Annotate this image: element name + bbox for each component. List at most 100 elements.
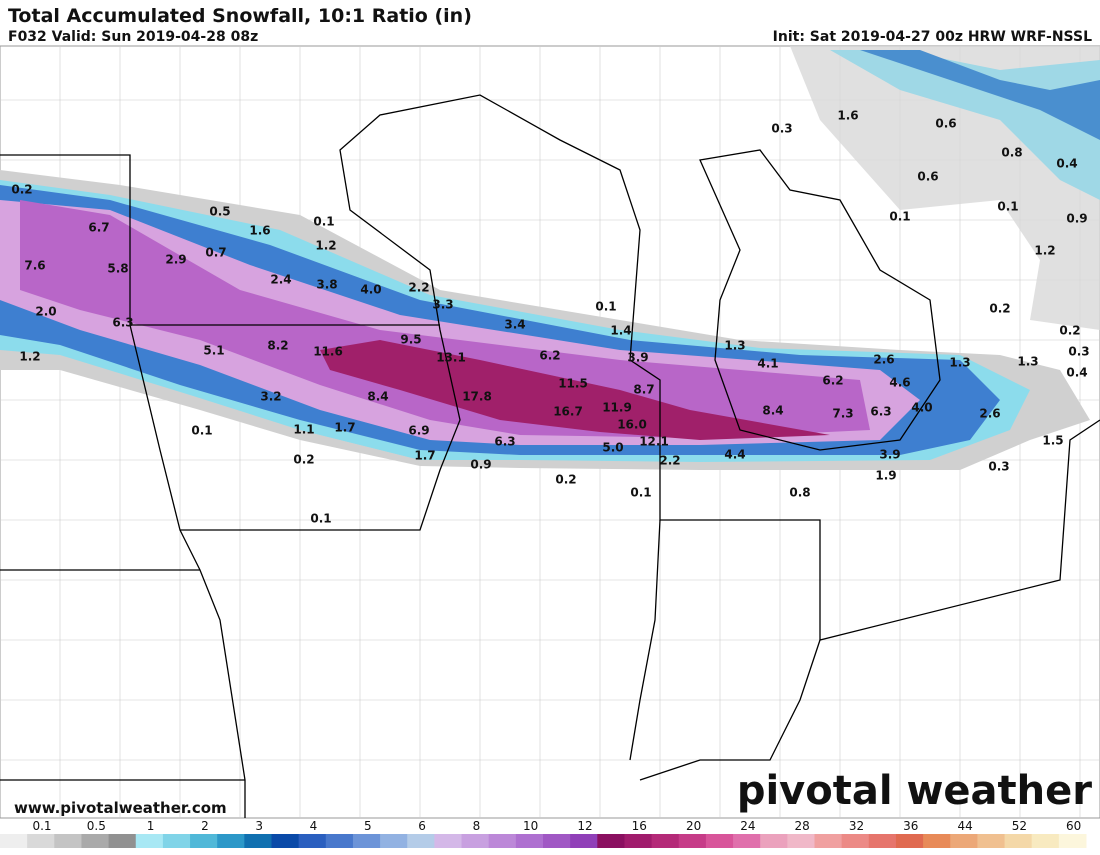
legend-swatch xyxy=(678,834,707,848)
legend-label: 60 xyxy=(1066,819,1081,833)
snowfall-label: 6.7 xyxy=(88,221,109,235)
legend-label: 20 xyxy=(686,819,701,833)
legend-swatch xyxy=(814,834,843,848)
legend-swatch xyxy=(298,834,327,848)
legend-swatch xyxy=(0,834,28,848)
legend-swatch xyxy=(515,834,544,848)
snowfall-label: 2.9 xyxy=(165,253,186,267)
snowfall-label: 6.2 xyxy=(539,349,560,363)
legend-swatch xyxy=(81,834,110,848)
snowfall-label: 0.2 xyxy=(555,473,576,487)
snowfall-label: 6.3 xyxy=(494,435,515,449)
snowfall-label: 5.0 xyxy=(602,441,623,455)
snowfall-label: 7.6 xyxy=(24,259,45,273)
snowfall-label: 0.5 xyxy=(209,205,230,219)
snowfall-label: 6.9 xyxy=(408,424,429,438)
legend-label: 6 xyxy=(418,819,426,833)
snowfall-label: 2.0 xyxy=(35,305,56,319)
legend-swatch xyxy=(787,834,815,848)
legend-swatch xyxy=(543,834,571,848)
snowfall-label: 0.8 xyxy=(1001,146,1022,160)
snowfall-label: 6.2 xyxy=(822,374,843,388)
snowfall-label: 12.1 xyxy=(639,435,669,449)
legend-swatch xyxy=(271,834,300,848)
legend-swatch xyxy=(1058,834,1087,848)
snowfall-label: 1.2 xyxy=(19,350,40,364)
legend-swatch xyxy=(325,834,354,848)
init-time: Init: Sat 2019-04-27 00z HRW WRF-NSSL xyxy=(773,29,1092,45)
legend-swatch xyxy=(841,834,870,848)
legend-swatch xyxy=(461,834,490,848)
snowfall-label: 1.3 xyxy=(724,339,745,353)
snowfall-label: 6.3 xyxy=(112,316,133,330)
snowfall-label: 0.6 xyxy=(935,117,956,131)
snowfall-label: 4.0 xyxy=(911,401,932,415)
legend-label: 1 xyxy=(147,819,155,833)
watermark-url: www.pivotalweather.com xyxy=(14,799,227,817)
snowfall-label: 0.1 xyxy=(889,210,910,224)
legend-swatch xyxy=(895,834,924,848)
title: Total Accumulated Snowfall, 10:1 Ratio (… xyxy=(8,5,472,27)
snowfall-label: 8.4 xyxy=(762,404,783,418)
snowfall-label: 8.7 xyxy=(633,383,654,397)
snowfall-label: 11.5 xyxy=(558,377,588,391)
legend-label: 3 xyxy=(255,819,263,833)
legend-label: 16 xyxy=(632,819,647,833)
legend-swatch xyxy=(488,834,517,848)
snowfall-label: 7.3 xyxy=(832,407,853,421)
snowfall-label: 0.1 xyxy=(191,424,212,438)
legend-swatch xyxy=(244,834,272,848)
snowfall-label: 11.9 xyxy=(602,401,632,415)
snowfall-label: 5.8 xyxy=(107,262,128,276)
snowfall-label: 1.7 xyxy=(414,449,435,463)
legend-label: 0.1 xyxy=(32,819,51,833)
legend-swatch xyxy=(923,834,951,848)
snowfall-label: 0.1 xyxy=(310,512,331,526)
snowfall-label: 4.4 xyxy=(724,448,745,462)
legend-swatch xyxy=(380,834,408,848)
legend-swatch xyxy=(705,834,734,848)
snowfall-label: 3.9 xyxy=(879,448,900,462)
legend: 0.1 0.5 1 2 3 4 5 6 8 10 12 16 20 24 28 32 36 44 52 60 xyxy=(0,819,1087,848)
legend-label: 4 xyxy=(310,819,318,833)
legend-swatch xyxy=(108,834,137,848)
snowfall-label: 13.1 xyxy=(436,351,466,365)
snowfall-label: 1.1 xyxy=(293,423,314,437)
legend-label: 5 xyxy=(364,819,372,833)
snowfall-label: 1.4 xyxy=(610,324,631,338)
legend-label: 2 xyxy=(201,819,209,833)
legend-label: 0.5 xyxy=(87,819,106,833)
snowfall-label: 2.2 xyxy=(659,454,680,468)
snowfall-label: 9.5 xyxy=(400,333,421,347)
snowfall-label: 1.7 xyxy=(334,421,355,435)
legend-swatch xyxy=(352,834,381,848)
snowfall-label: 1.6 xyxy=(249,224,270,238)
legend-swatch xyxy=(407,834,435,848)
legend-label: 52 xyxy=(1012,819,1027,833)
snowfall-label: 2.6 xyxy=(979,407,1000,421)
snowfall-label: 0.9 xyxy=(470,458,491,472)
legend-label: 28 xyxy=(795,819,810,833)
legend-label: 32 xyxy=(849,819,864,833)
snowfall-label: 16.7 xyxy=(553,405,583,419)
snowfall-label: 0.1 xyxy=(595,300,616,314)
snowfall-label: 3.2 xyxy=(260,390,281,404)
snowfall-label: 0.1 xyxy=(313,215,334,229)
snowfall-label: 6.3 xyxy=(870,405,891,419)
snowfall-label: 0.3 xyxy=(988,460,1009,474)
legend-label: 24 xyxy=(740,819,755,833)
snowfall-label: 5.1 xyxy=(203,344,224,358)
legend-label: 8 xyxy=(473,819,481,833)
snowfall-label: 8.2 xyxy=(267,339,288,353)
snowfall-labels: 0.2 6.7 0.5 0.1 1.6 1.2 7.6 5.8 2.9 0.7 2.4 3.8 4.0 2… xyxy=(11,109,1089,526)
legend-swatch xyxy=(733,834,761,848)
snowfall-label: 8.4 xyxy=(367,390,388,404)
snowfall-label: 1.2 xyxy=(1034,244,1055,258)
snowfall-label: 2.4 xyxy=(270,273,291,287)
legend-swatch xyxy=(624,834,653,848)
legend-label: 12 xyxy=(577,819,592,833)
legend-swatch xyxy=(570,834,598,848)
snowfall-label: 0.6 xyxy=(917,170,938,184)
legend-swatch xyxy=(135,834,164,848)
